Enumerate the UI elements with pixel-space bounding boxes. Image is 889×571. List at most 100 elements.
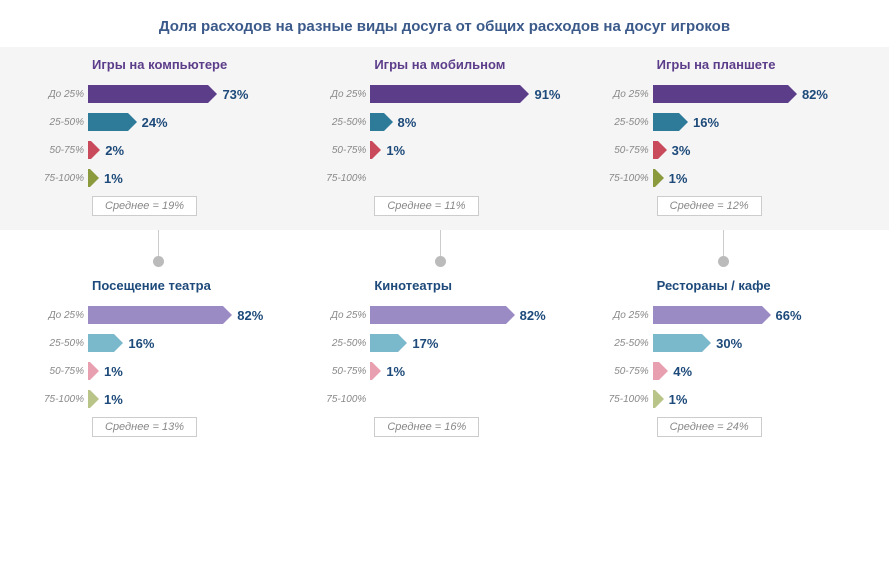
bar-track: 16% xyxy=(88,334,294,352)
bar-value: 24% xyxy=(142,115,168,130)
bar xyxy=(88,113,128,131)
bar-track: 1% xyxy=(370,362,576,380)
bar-track: 2% xyxy=(88,141,294,159)
bar-value: 30% xyxy=(716,336,742,351)
bar-label: 75-100% xyxy=(30,173,88,184)
bar-label: 75-100% xyxy=(595,173,653,184)
connector xyxy=(30,230,294,268)
chart-title: Посещение театра xyxy=(92,278,294,293)
chart: КинотеатрыДо 25%82%25-50%17%50-75%1%75-1… xyxy=(312,278,576,437)
bar-arrow-icon xyxy=(398,334,407,352)
bar-label: 75-100% xyxy=(312,394,370,405)
bar-value: 2% xyxy=(105,143,124,158)
bar-label: До 25% xyxy=(30,89,88,100)
bar-arrow-icon xyxy=(658,141,667,159)
bar-value: 66% xyxy=(776,308,802,323)
bar xyxy=(88,362,90,380)
bar-value: 1% xyxy=(104,364,123,379)
chart-title: Игры на компьютере xyxy=(92,57,294,72)
bar xyxy=(653,113,679,131)
avg-box: Среднее = 12% xyxy=(657,196,762,216)
bar-track: 1% xyxy=(653,169,859,187)
bar-row: 50-75%1% xyxy=(312,359,576,383)
bar-label: 50-75% xyxy=(30,366,88,377)
bar-label: До 25% xyxy=(30,310,88,321)
bar-value: 73% xyxy=(222,87,248,102)
bar-track xyxy=(370,169,576,187)
bar-track: 1% xyxy=(370,141,576,159)
connector-dot-icon xyxy=(718,256,729,267)
bar-track: 1% xyxy=(88,390,294,408)
bar-label: До 25% xyxy=(595,310,653,321)
bar-value: 82% xyxy=(237,308,263,323)
bar-label: 25-50% xyxy=(312,117,370,128)
bar-row: 50-75%2% xyxy=(30,138,294,162)
bar-label: 50-75% xyxy=(312,366,370,377)
bar xyxy=(370,141,372,159)
bar-arrow-icon xyxy=(114,334,123,352)
bar-arrow-icon xyxy=(655,169,664,187)
bar-arrow-icon xyxy=(223,306,232,324)
bar-arrow-icon xyxy=(90,390,99,408)
bar-label: 25-50% xyxy=(30,338,88,349)
avg-wrap: Среднее = 19% xyxy=(92,196,294,216)
bar-row: 25-50%17% xyxy=(312,331,576,355)
bar-track: 1% xyxy=(88,169,294,187)
bar-value: 91% xyxy=(534,87,560,102)
bar xyxy=(653,362,660,380)
avg-box: Среднее = 24% xyxy=(657,417,762,437)
bar-value: 16% xyxy=(128,336,154,351)
connector xyxy=(312,230,576,268)
connector-dot-icon xyxy=(435,256,446,267)
connector xyxy=(595,230,859,268)
bar-track: 8% xyxy=(370,113,576,131)
bar-track: 82% xyxy=(370,306,576,324)
bar-value: 82% xyxy=(802,87,828,102)
bar xyxy=(653,306,762,324)
bar-row: До 25%91% xyxy=(312,82,576,106)
bar-row: До 25%82% xyxy=(312,303,576,327)
bar xyxy=(370,85,520,103)
bar xyxy=(370,306,505,324)
bar-row: 25-50%30% xyxy=(595,331,859,355)
bar-value: 3% xyxy=(672,143,691,158)
bar xyxy=(88,141,91,159)
bar-track: 82% xyxy=(88,306,294,324)
bar-arrow-icon xyxy=(90,169,99,187)
chart: Посещение театра До 25% 82% 25-50% 16% 50-75%… xyxy=(30,278,294,437)
bar-value: 82% xyxy=(520,308,546,323)
bar-row: До 25% 82% xyxy=(595,82,859,106)
bar-track: 1% xyxy=(88,362,294,380)
bar xyxy=(88,390,90,408)
bar-label: До 25% xyxy=(595,89,653,100)
bar-arrow-icon xyxy=(372,141,381,159)
bar-label: 75-100% xyxy=(30,394,88,405)
bar-track: 17% xyxy=(370,334,576,352)
bar-arrow-icon xyxy=(91,141,100,159)
bar-value: 16% xyxy=(693,115,719,130)
bar-row: 75-100%1% xyxy=(595,166,859,190)
bar-arrow-icon xyxy=(208,85,217,103)
avg-box: Среднее = 11% xyxy=(374,196,478,216)
bar-arrow-icon xyxy=(90,362,99,380)
bar-value: 4% xyxy=(673,364,692,379)
bar-row: 50-75% 1% xyxy=(30,359,294,383)
bar xyxy=(88,334,114,352)
bar-row: 75-100%1% xyxy=(595,387,859,411)
bar-value: 17% xyxy=(412,336,438,351)
chart-title: Рестораны / кафе xyxy=(657,278,859,293)
bar-track: 24% xyxy=(88,113,294,131)
avg-box: Среднее = 19% xyxy=(92,196,197,216)
bar-arrow-icon xyxy=(128,113,137,131)
bar-row: 75-100%1% xyxy=(30,166,294,190)
bar-label: 75-100% xyxy=(312,173,370,184)
avg-wrap: Среднее = 11% xyxy=(374,196,576,216)
chart-title: Игры на мобильном xyxy=(374,57,576,72)
bar-row: 75-100% xyxy=(312,166,576,190)
bar-track: 73% xyxy=(88,85,294,103)
avg-wrap: Среднее = 12% xyxy=(657,196,859,216)
bottom-section: Посещение театраДо 25%82%25-50%16%50-75%… xyxy=(0,268,889,451)
bar-track: 1% xyxy=(653,390,859,408)
bar-row: 50-75%4% xyxy=(595,359,859,383)
bar-value: 1% xyxy=(669,392,688,407)
